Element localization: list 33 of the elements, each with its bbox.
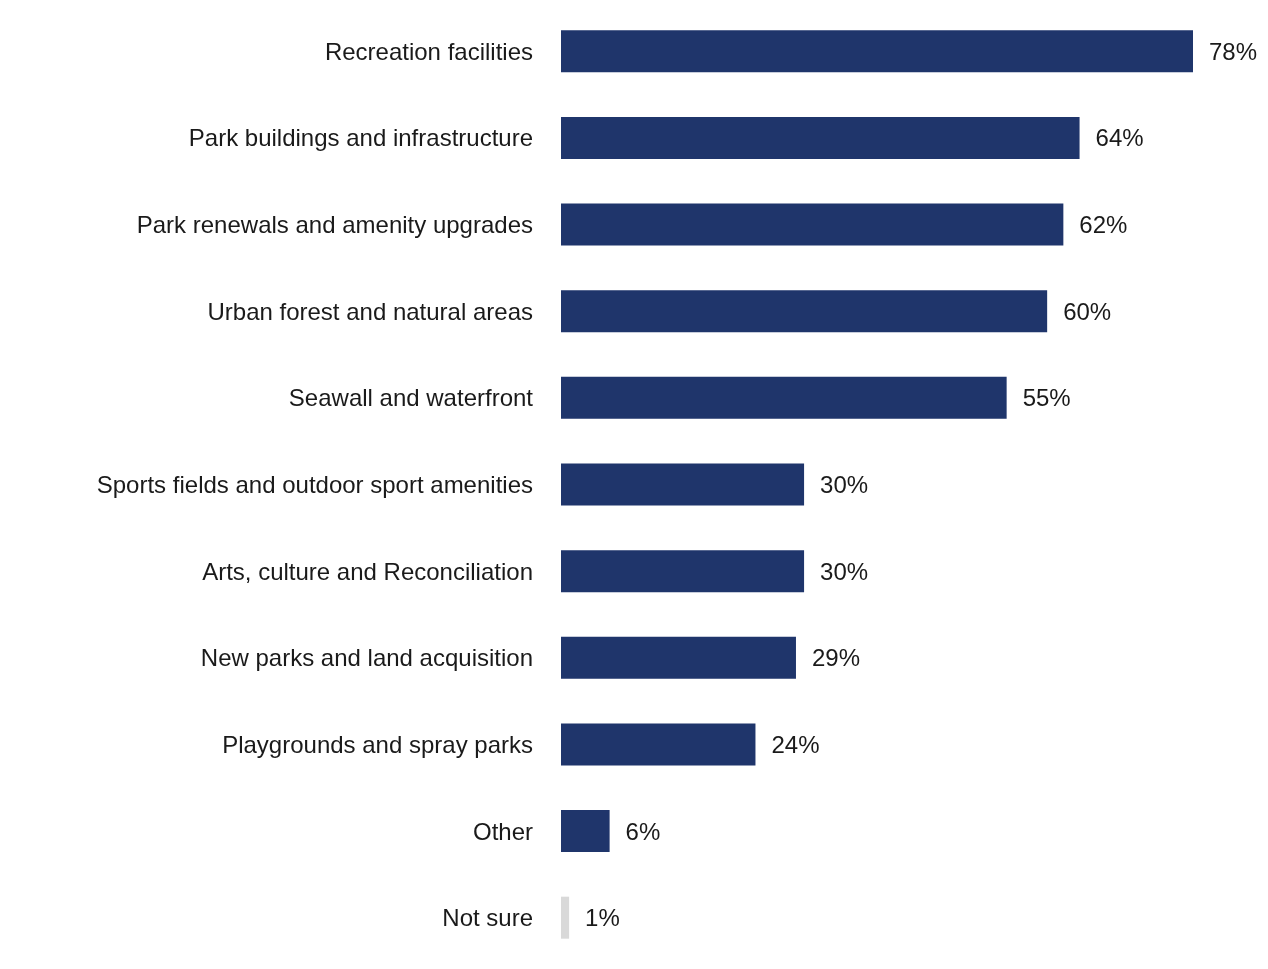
bar	[561, 116, 1080, 159]
y-tick-label: Park buildings and infrastructure	[188, 124, 533, 152]
y-tick-label: Not sure	[442, 904, 533, 932]
data-label: 29%	[811, 644, 861, 672]
data-label: 6%	[625, 817, 661, 845]
y-tick-label: New parks and land acquisition	[200, 644, 533, 672]
bar	[561, 896, 570, 939]
data-label: 55%	[1022, 384, 1071, 412]
data-label: 30%	[820, 471, 869, 498]
bar	[561, 203, 1064, 246]
bar	[561, 463, 805, 506]
data-label: 60%	[1063, 297, 1112, 325]
y-tick-label: Playgrounds and spray parks	[222, 730, 533, 758]
bar	[561, 810, 610, 853]
bar	[561, 636, 796, 679]
bar	[561, 290, 1048, 333]
y-tick-label: Seawall and waterfront	[288, 384, 534, 412]
y-tick-label: Urban forest and natural areas	[207, 297, 533, 325]
y-tick-label: Arts, culture and Reconciliation	[202, 557, 533, 585]
data-label: 78%	[1209, 37, 1258, 65]
data-label: 64%	[1095, 124, 1144, 152]
bar	[561, 723, 756, 766]
y-tick-label: Park renewals and amenity upgrades	[136, 211, 533, 239]
data-label: 62%	[1079, 211, 1128, 239]
y-tick-label: Sports fields and outdoor sport amenities	[96, 471, 533, 498]
y-tick-label: Other	[472, 817, 533, 845]
bar	[561, 550, 805, 593]
y-tick-label: Recreation facilities	[324, 37, 533, 65]
bar	[561, 376, 1007, 419]
bar	[561, 30, 1193, 73]
data-label: 30%	[820, 557, 869, 585]
data-label: 24%	[771, 730, 820, 758]
data-label: 1%	[585, 904, 620, 932]
